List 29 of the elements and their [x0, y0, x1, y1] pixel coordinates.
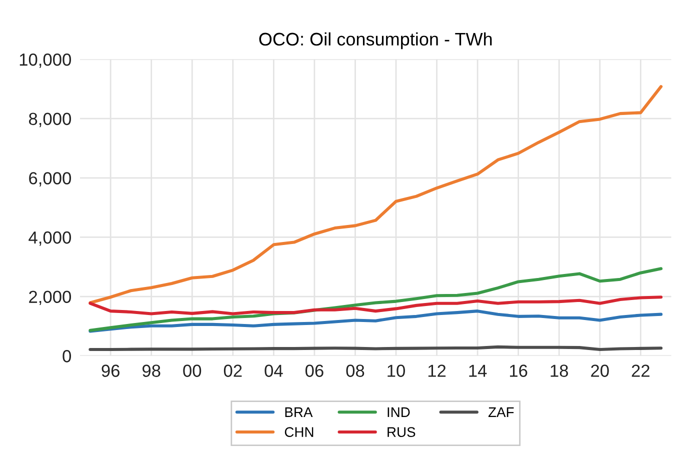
legend-label: CHN [284, 427, 314, 437]
x-tick-label: 12 [428, 364, 446, 377]
y-tick-label: 10,000 [20, 53, 71, 68]
x-tick-label: 00 [183, 364, 202, 377]
x-tick-label: 04 [264, 364, 283, 377]
x-tick-label: 18 [550, 364, 568, 377]
y-tick-label: 0 [62, 350, 71, 362]
x-tick-label: 06 [305, 364, 324, 377]
x-tick-label: 14 [469, 364, 487, 377]
legend-label: ZAF [488, 407, 514, 417]
line-series [88, 310, 663, 333]
x-tick-label: 08 [346, 364, 364, 377]
line-series [88, 296, 663, 316]
legend-label: BRA [285, 407, 313, 417]
legend-label: IND [388, 407, 410, 417]
y-tick-label: 2,000 [29, 290, 71, 306]
y-tick-label: 8,000 [28, 112, 71, 128]
x-tick-label: 98 [142, 364, 160, 377]
y-tick-label: 4,000 [28, 231, 71, 246]
y-tick-label: 6,000 [29, 172, 71, 186]
line-series [88, 85, 663, 304]
x-tick-label: 20 [591, 364, 609, 377]
x-tick-label: 10 [388, 364, 405, 377]
x-tick-label: 96 [102, 364, 120, 377]
legend-label: RUS [388, 427, 416, 437]
x-tick-label: 22 [632, 364, 650, 377]
x-tick-label: 16 [510, 364, 528, 377]
x-tick-label: 02 [224, 364, 242, 377]
chart-title: OCO: Oil consumption - TWh [259, 32, 492, 50]
